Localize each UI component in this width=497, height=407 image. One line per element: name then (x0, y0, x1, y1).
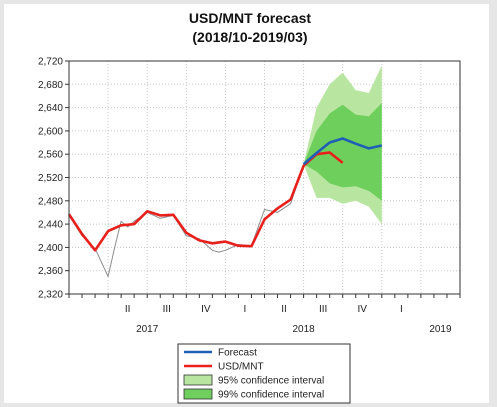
x-quarter-label: III (163, 304, 171, 315)
grid-lines (69, 61, 460, 294)
x-year-label: 2018 (292, 324, 315, 335)
legend-label: 99% confidence interval (218, 390, 324, 401)
x-quarter-label: IV (358, 304, 368, 315)
legend-swatch (183, 388, 213, 400)
y-tick-label: 2,520 (38, 173, 63, 184)
y-tick-label: 2,720 (38, 57, 63, 68)
x-year-label: 2019 (429, 324, 452, 335)
series-line (67, 151, 344, 252)
y-axis: 2,320 2,360 2,400 2,440 2,480 2,520 2,560 2,600… (38, 57, 69, 301)
y-tick-label: 2,360 (38, 266, 63, 277)
x-quarter-label: II (281, 304, 287, 315)
series-lines (67, 137, 383, 277)
y-tick-label: 2,400 (38, 243, 63, 254)
y-tick-label: 2,320 (38, 290, 63, 301)
y-tick-label: 2,560 (38, 150, 63, 161)
x-quarter-label: I (400, 304, 403, 315)
legend-label: 95% confidence interval (218, 376, 324, 387)
x-quarter-label: I (244, 304, 247, 315)
series-line (302, 137, 383, 166)
x-quarter-label: IV (201, 304, 211, 315)
chart-subtitle: (2018/10-2019/03) (192, 29, 307, 45)
legend-swatch (183, 374, 213, 386)
y-tick-label: 2,440 (38, 220, 63, 231)
y-tick-label: 2,680 (38, 80, 63, 91)
y-tick-label: 2,480 (38, 196, 63, 207)
legend-label: USD/MNT (218, 362, 264, 373)
legend-label: Forecast (218, 348, 257, 359)
confidence-band (303, 102, 382, 201)
chart-title: USD/MNT forecast (189, 10, 311, 26)
x-year-label: 2017 (136, 324, 159, 335)
y-tick-label: 2,600 (38, 126, 63, 137)
legend: Forecast USD/MNT 95% confidence interval 99… (177, 343, 351, 404)
x-quarter-label: III (319, 304, 327, 315)
x-quarter-label: II (125, 304, 131, 315)
y-tick-label: 2,640 (38, 103, 63, 114)
confidence-bands (303, 65, 382, 225)
